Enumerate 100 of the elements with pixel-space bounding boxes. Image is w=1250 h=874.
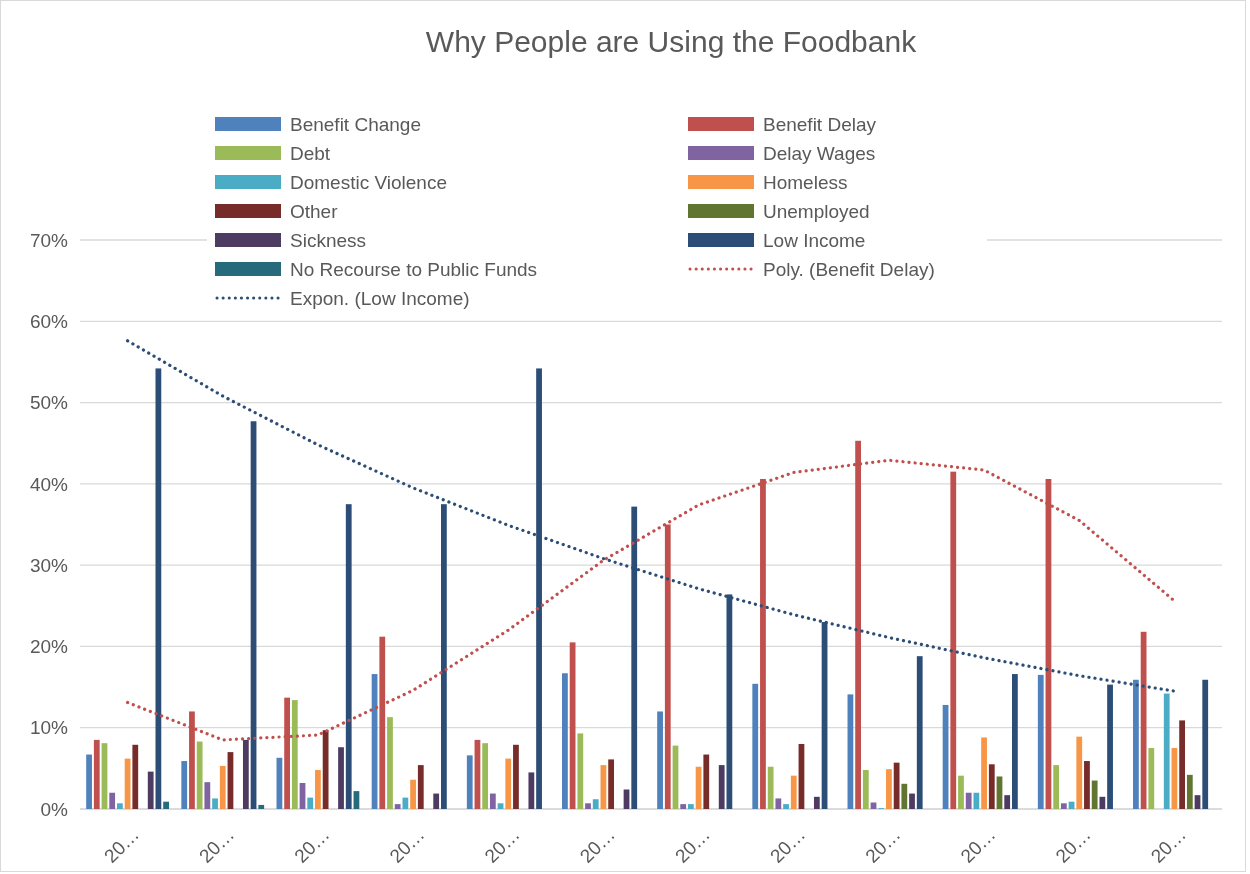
bar: [1163, 693, 1170, 809]
bar: [433, 793, 440, 809]
y-tick-label: 50%: [29, 392, 69, 414]
legend-label: Benefit Delay: [763, 113, 877, 135]
bar: [958, 775, 964, 809]
bar: [909, 793, 915, 809]
bar: [497, 803, 504, 809]
bar: [345, 504, 352, 809]
y-tick-label: 70%: [29, 229, 69, 251]
bar: [1076, 736, 1083, 809]
bar: [965, 792, 972, 809]
legend-label: Low Income: [763, 229, 866, 251]
bar: [886, 769, 892, 809]
bar: [513, 744, 519, 809]
legend-label: Expon. (Low Income): [290, 287, 470, 309]
legend-label: Delay Wages: [763, 142, 876, 164]
bar: [116, 803, 123, 809]
bar: [813, 796, 820, 809]
bar: [417, 765, 424, 809]
x-tick-label: 20…: [1146, 823, 1190, 867]
bar: [132, 744, 139, 809]
bar: [1091, 780, 1098, 809]
bar: [1053, 765, 1060, 809]
bar: [528, 772, 535, 809]
bar: [901, 783, 908, 809]
bar: [402, 797, 409, 809]
bar: [1186, 774, 1193, 809]
y-tick-label: 40%: [29, 473, 69, 495]
bar: [307, 797, 314, 809]
bar: [212, 798, 218, 809]
bar: [466, 755, 473, 809]
bar: [870, 802, 877, 809]
x-tick-label: 20…: [575, 823, 619, 867]
x-tick-label: 20…: [766, 823, 810, 867]
bar: [680, 804, 687, 809]
y-tick-label: 0%: [40, 798, 69, 820]
bar: [1012, 674, 1018, 809]
legend-label: Debt: [290, 142, 331, 164]
legend-label: Sickness: [290, 229, 367, 251]
bar: [981, 737, 987, 809]
bar: [752, 683, 759, 809]
x-tick-label: 20…: [861, 823, 905, 867]
bar: [592, 799, 599, 809]
x-tick-label: 20…: [385, 823, 429, 867]
bar: [1202, 679, 1209, 809]
bar: [489, 793, 496, 809]
bar: [1004, 795, 1011, 809]
legend-label: No Recourse to Public Funds: [290, 258, 538, 280]
bar: [1133, 679, 1139, 809]
x-tick-label: 20…: [290, 823, 334, 867]
bar: [505, 758, 512, 809]
bar: [258, 804, 265, 809]
bar: [608, 759, 615, 809]
bar: [219, 765, 226, 809]
bar: [577, 733, 584, 809]
bar: [322, 730, 329, 809]
bar: [893, 762, 900, 809]
bar: [790, 775, 797, 809]
bar: [562, 673, 568, 809]
bar: [291, 700, 298, 809]
legend-label: Homeless: [763, 171, 848, 193]
y-tick-label: 60%: [29, 310, 69, 332]
bar: [109, 792, 116, 809]
bar: [1084, 761, 1090, 809]
bar: [783, 804, 789, 809]
bar: [394, 804, 401, 809]
bar: [862, 769, 869, 809]
bar: [767, 766, 774, 809]
bar: [482, 743, 489, 809]
bar: [1037, 674, 1044, 809]
bar: [204, 782, 211, 809]
legend-label: Poly. (Benefit Delay): [763, 258, 935, 280]
bar: [988, 764, 995, 809]
bar: [181, 761, 188, 809]
bar: [86, 754, 92, 809]
legend-label: Benefit Change: [290, 113, 421, 135]
x-tick-label: 20…: [480, 823, 524, 867]
y-tick-label: 10%: [29, 717, 69, 739]
x-tick-label: 20…: [956, 823, 1000, 867]
bar: [950, 471, 957, 809]
bar: [687, 804, 694, 809]
y-tick-label: 30%: [29, 554, 69, 576]
bar: [585, 803, 591, 809]
legend-label: Domestic Violence: [290, 171, 448, 193]
legend-label: Other: [290, 200, 339, 222]
x-tick-label: 20…: [195, 823, 239, 867]
bar: [1179, 720, 1186, 809]
chart-title: Why People are Using the Foodbank: [425, 25, 918, 58]
bar: [657, 711, 663, 809]
bar: [1060, 803, 1067, 809]
bar: [916, 656, 923, 809]
bar: [410, 779, 416, 809]
bar: [1148, 748, 1155, 809]
bar: [196, 741, 203, 809]
bar: [441, 504, 447, 809]
bar: [1099, 796, 1106, 809]
bar: [163, 801, 169, 809]
x-tick-label: 20…: [99, 823, 144, 867]
bar: [703, 754, 710, 809]
bar: [315, 769, 321, 809]
